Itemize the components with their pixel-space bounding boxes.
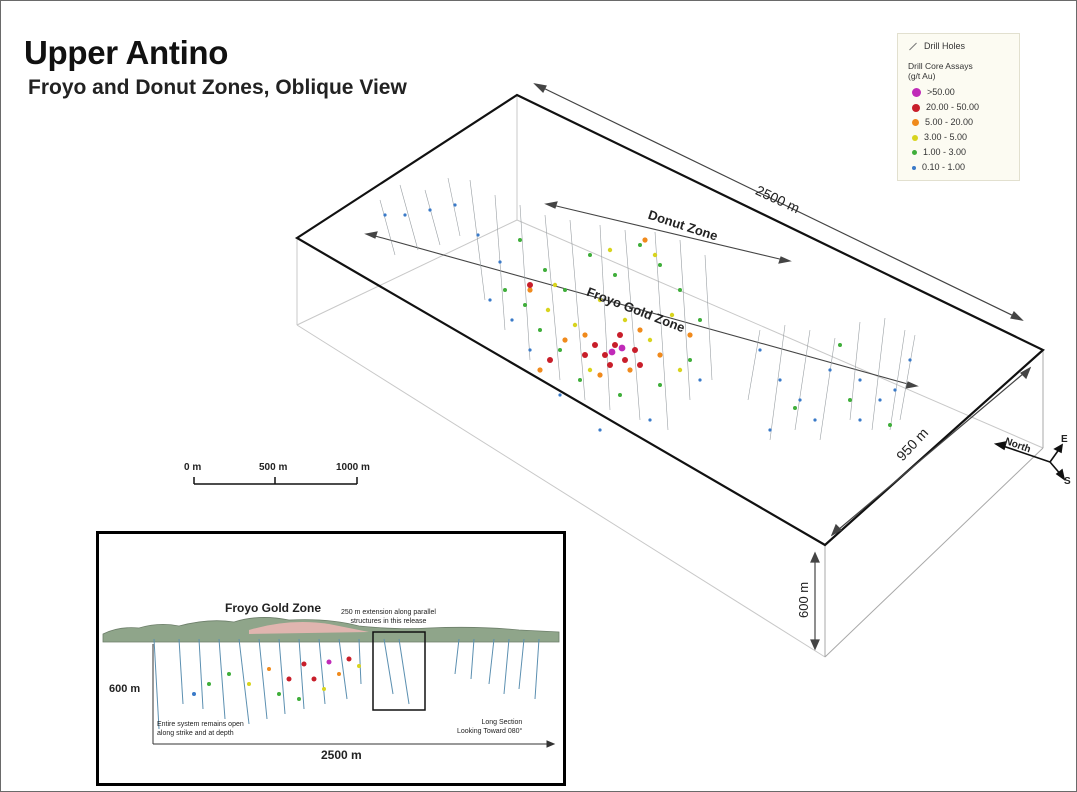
long-section-inset: Froyo Gold Zone 250 m extension along pa… bbox=[96, 531, 566, 786]
block-top-face bbox=[294, 93, 1045, 547]
legend-class-row: >50.00 bbox=[912, 86, 955, 98]
scale-bar bbox=[193, 477, 358, 485]
map-subtitle: Froyo and Donut Zones, Oblique View bbox=[28, 76, 407, 99]
legend-class-label: 1.00 - 3.00 bbox=[923, 147, 967, 157]
legend-class-row: 0.10 - 1.00 bbox=[912, 161, 965, 173]
legend-class-row: 1.00 - 3.00 bbox=[912, 146, 966, 158]
compass-arrows bbox=[993, 440, 1066, 481]
inset-depth-label: 600 m bbox=[109, 683, 141, 695]
legend-class-label: 5.00 - 20.00 bbox=[925, 117, 974, 127]
legend-swatch bbox=[912, 165, 916, 170]
legend-class-label: 0.10 - 1.00 bbox=[922, 162, 966, 172]
long-section-view bbox=[102, 617, 560, 748]
arrowhead bbox=[1010, 310, 1024, 321]
inset-section-line2: Looking Toward 080° bbox=[457, 728, 523, 735]
compass-east-label: E bbox=[1061, 434, 1068, 445]
inset-open-note-line2: along strike and at depth bbox=[157, 730, 234, 737]
strike-axis-arrow bbox=[367, 233, 916, 387]
extension-box bbox=[372, 631, 426, 711]
inset-open-note: Entire system remains open along strike … bbox=[157, 720, 244, 738]
arrowhead bbox=[905, 381, 919, 389]
legend-panel: Drill Holes Drill Core Assays (g/t Au) >… bbox=[897, 33, 1020, 181]
inset-extension-note: 250 m extension along parallel structure… bbox=[341, 608, 436, 626]
inset-section-note: Long Section Looking Toward 080° bbox=[457, 718, 522, 736]
inset-open-note-line1: Entire system remains open bbox=[157, 721, 244, 728]
compass-south-label: S bbox=[1064, 476, 1071, 487]
legend-class-label: >50.00 bbox=[927, 87, 955, 97]
legend-class-label: 3.00 - 5.00 bbox=[924, 132, 968, 142]
arrowhead bbox=[364, 231, 378, 239]
length-dimension-arrow bbox=[534, 83, 1023, 321]
assay-intercepts bbox=[383, 203, 912, 432]
legend-class-row: 5.00 - 20.00 bbox=[912, 116, 973, 128]
topography-highlight bbox=[249, 622, 369, 634]
section-drill-traces bbox=[153, 638, 540, 730]
arrowhead bbox=[778, 256, 792, 264]
block-front-edge bbox=[824, 447, 1044, 658]
arrowhead bbox=[533, 83, 547, 94]
inset-length-label: 2500 m bbox=[321, 748, 362, 762]
legend-swatch bbox=[912, 103, 920, 112]
inset-zone-label: Froyo Gold Zone bbox=[225, 601, 321, 615]
arrowhead bbox=[1020, 366, 1032, 380]
block-hidden-edge bbox=[296, 324, 826, 658]
scale-tick-label: 0 m bbox=[184, 462, 202, 473]
drill-hole-line-icon bbox=[909, 42, 917, 51]
donut-axis-arrow bbox=[547, 203, 789, 262]
scale-tick-label: 1000 m bbox=[336, 462, 370, 473]
arrowhead bbox=[810, 551, 820, 563]
arrowhead bbox=[810, 639, 820, 651]
inset-section-line1: Long Section bbox=[481, 719, 523, 726]
arrowhead bbox=[544, 201, 558, 209]
legend-class-row: 3.00 - 5.00 bbox=[912, 131, 967, 143]
map-title: Upper Antino bbox=[24, 34, 229, 71]
legend-swatch bbox=[912, 150, 917, 156]
legend-swatch bbox=[912, 88, 921, 98]
legend-class-label: 20.00 - 50.00 bbox=[926, 102, 980, 112]
section-assay-intercepts bbox=[192, 656, 361, 701]
legend-assays-header-line2: (g/t Au) bbox=[908, 71, 936, 81]
legend-drill-holes-label: Drill Holes bbox=[924, 41, 966, 51]
block-depth-label: 600 m bbox=[796, 581, 811, 618]
arrowhead bbox=[546, 740, 556, 748]
legend-drill-holes: Drill Holes bbox=[908, 40, 965, 52]
legend-swatch bbox=[912, 134, 918, 141]
legend-swatch bbox=[912, 119, 919, 127]
inset-extension-note-line2: structures in this release bbox=[350, 618, 427, 625]
arrowhead bbox=[830, 523, 842, 537]
block-hidden-edge bbox=[296, 219, 518, 326]
legend-class-row: 20.00 - 50.00 bbox=[912, 101, 979, 113]
block-hidden-edge bbox=[516, 219, 1044, 449]
inset-extension-note-line1: 250 m extension along parallel bbox=[341, 609, 436, 616]
legend-assays-header: Drill Core Assays (g/t Au) bbox=[908, 61, 973, 81]
width-dimension-arrow bbox=[831, 367, 1031, 536]
scale-tick-label: 500 m bbox=[259, 462, 288, 473]
legend-assays-header-line1: Drill Core Assays bbox=[908, 61, 973, 71]
